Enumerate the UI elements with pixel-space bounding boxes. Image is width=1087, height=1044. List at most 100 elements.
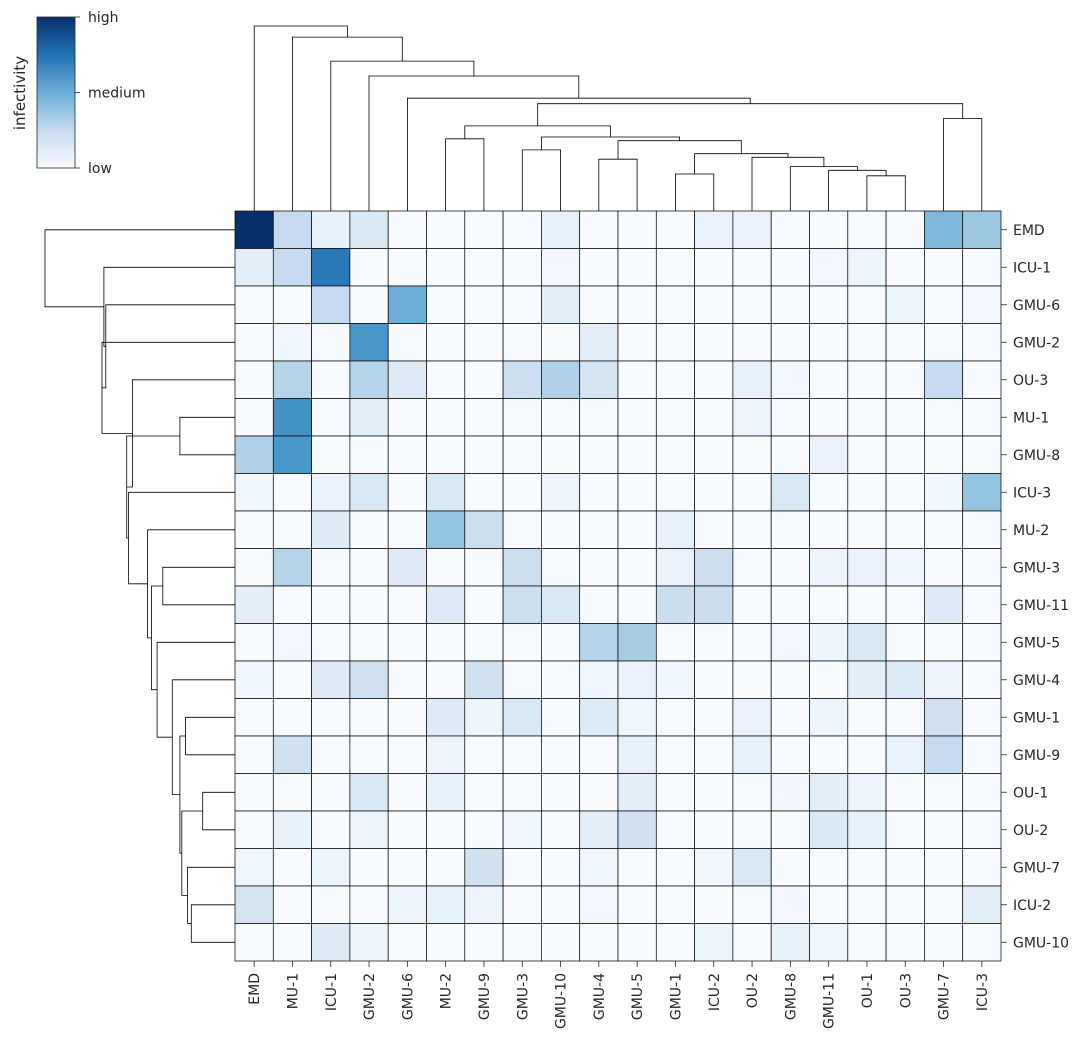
heatmap-cell: [655, 773, 695, 812]
heatmap-cell: [311, 323, 351, 362]
heatmap-cell: [770, 848, 810, 887]
heatmap-cell: [885, 360, 925, 399]
heatmap-cell: [617, 735, 657, 774]
heatmap-cell: [426, 548, 466, 587]
dendrogram-link: [156, 641, 235, 738]
heatmap-cell: [655, 285, 695, 324]
row-label: ICU-1: [1013, 260, 1051, 276]
heatmap-cell: [732, 285, 772, 324]
heatmap-cell: [924, 848, 964, 887]
heatmap-cell: [885, 435, 925, 474]
heatmap-cell: [847, 585, 887, 624]
heatmap-cell: [809, 660, 849, 699]
heatmap-cell: [924, 398, 964, 437]
heatmap-cell: [962, 210, 1002, 249]
heatmap-cell: [617, 285, 657, 324]
heatmap-cell: [885, 398, 925, 437]
heatmap-cell: [234, 435, 274, 474]
heatmap-cell: [770, 248, 810, 287]
heatmap-cell: [311, 435, 351, 474]
heatmap-cell: [311, 660, 351, 699]
heatmap-cell: [579, 398, 619, 437]
heatmap-cell: [924, 623, 964, 662]
heatmap-cell: [426, 773, 466, 812]
heatmap-cell: [809, 585, 849, 624]
heatmap-cell: [234, 773, 274, 812]
heatmap-cell: [272, 360, 312, 399]
heatmap-cell: [426, 285, 466, 324]
heatmap-cell: [541, 810, 581, 849]
row-label: GMU-10: [1013, 935, 1069, 951]
dendrogram-link: [445, 138, 485, 211]
heatmap-cell: [694, 885, 734, 924]
heatmap-cell: [655, 848, 695, 887]
heatmap-cell: [387, 848, 427, 887]
heatmap-cell: [617, 210, 657, 249]
column-dendrogram: [253, 25, 983, 211]
heatmap-cell: [655, 923, 695, 962]
heatmap-cell: [426, 360, 466, 399]
heatmap-cell: [694, 360, 734, 399]
dendrogram-link: [103, 266, 235, 347]
heatmap-cell: [617, 923, 657, 962]
heatmap-cell: [655, 735, 695, 774]
column-label: GMU-10: [554, 973, 570, 1029]
heatmap-grid: [234, 210, 1002, 962]
heatmap-cell: [387, 585, 427, 624]
heatmap-cell: [655, 323, 695, 362]
heatmap-cell: [962, 773, 1002, 812]
heatmap-cell: [847, 623, 887, 662]
dendrogram-link: [101, 341, 235, 434]
heatmap-cell: [349, 585, 389, 624]
heatmap-cell: [962, 585, 1002, 624]
colorbar-tick-label: high: [88, 10, 119, 26]
heatmap-cell: [234, 660, 274, 699]
heatmap-cell: [809, 248, 849, 287]
heatmap-cell: [962, 735, 1002, 774]
dendrogram-link: [866, 175, 906, 211]
heatmap-cell: [464, 773, 504, 812]
heatmap-cell: [847, 885, 887, 924]
heatmap-cell: [349, 623, 389, 662]
heatmap-cell: [502, 210, 542, 249]
heatmap-cell: [924, 660, 964, 699]
heatmap-cell: [732, 248, 772, 287]
heatmap-cell: [272, 585, 312, 624]
heatmap-cell: [502, 698, 542, 737]
heatmap-cell: [847, 698, 887, 737]
heatmap-cell: [234, 473, 274, 512]
dendrogram-link: [179, 735, 186, 854]
heatmap-cell: [962, 398, 1002, 437]
heatmap-cell: [924, 735, 964, 774]
row-label: ICU-3: [1013, 485, 1051, 501]
heatmap-cell: [770, 548, 810, 587]
heatmap-cell: [732, 923, 772, 962]
heatmap-cell: [426, 810, 466, 849]
heatmap-cell: [655, 248, 695, 287]
dendrogram-link: [185, 716, 235, 756]
heatmap-cell: [502, 248, 542, 287]
heatmap-cell: [809, 323, 849, 362]
heatmap-cell: [579, 473, 619, 512]
dendrogram-link: [598, 158, 638, 211]
heatmap-cell: [885, 885, 925, 924]
heatmap-cell: [311, 360, 351, 399]
heatmap-cell: [349, 773, 389, 812]
dendrogram-link: [44, 229, 235, 308]
heatmap-cell: [426, 585, 466, 624]
heatmap-cell: [502, 660, 542, 699]
heatmap-cell: [387, 435, 427, 474]
heatmap-cell: [349, 360, 389, 399]
heatmap-cell: [694, 735, 734, 774]
heatmap-cell: [234, 810, 274, 849]
heatmap-cell: [962, 285, 1002, 324]
heatmap-cell: [924, 210, 964, 249]
heatmap-cell: [962, 548, 1002, 587]
heatmap-cell: [272, 285, 312, 324]
heatmap-cell: [809, 848, 849, 887]
heatmap-cell: [387, 885, 427, 924]
heatmap-cell: [655, 660, 695, 699]
heatmap-cell: [349, 323, 389, 362]
heatmap-cell: [464, 398, 504, 437]
heatmap-cell: [962, 623, 1002, 662]
